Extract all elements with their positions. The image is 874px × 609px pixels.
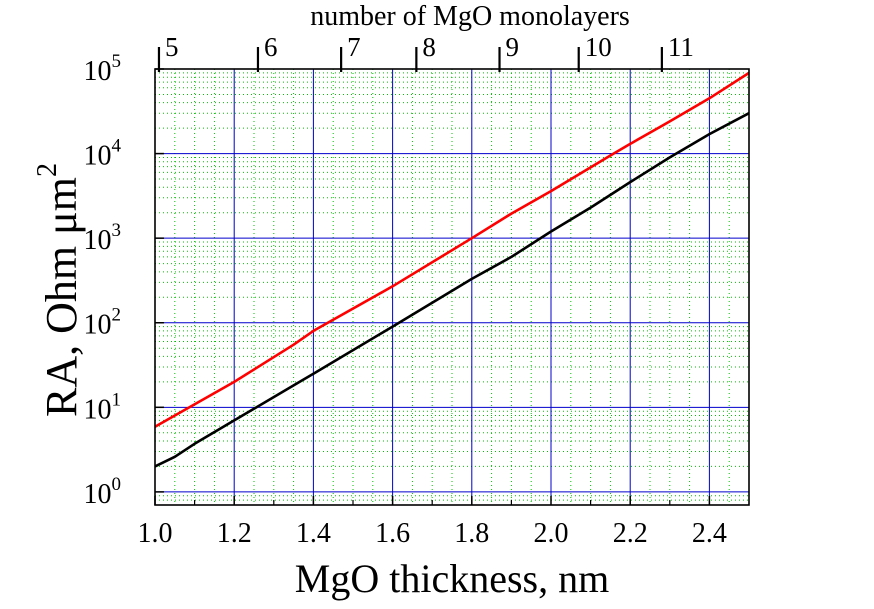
major-grid	[155, 68, 749, 505]
x-tick-label: 1.4	[296, 518, 331, 549]
top-tick-label: 10	[585, 32, 612, 62]
x-tick-label: 1.2	[217, 518, 252, 549]
y-tick-label: 100	[84, 474, 122, 510]
y-axis-title: RA, Ohm μm2	[32, 163, 86, 417]
y-tick-label: 104	[84, 136, 122, 172]
series-line-1	[154, 71, 750, 428]
series-line-2	[154, 112, 750, 468]
top-tick-label: 6	[264, 32, 278, 62]
x-tick-label: 2.2	[613, 518, 648, 549]
axis-ticks	[154, 47, 711, 505]
x-tick-label: 2.4	[692, 518, 727, 549]
y-axis-title-superscript: 2	[32, 163, 63, 177]
minor-grid	[155, 69, 749, 506]
top-tick-label: 5	[165, 32, 179, 62]
tick-labels: 1.0 1.2 1.4 1.6 1.8 2.0 2.2 2.4 100 101 102 103 104 1…	[84, 32, 727, 549]
top-tick-label: 9	[506, 32, 520, 62]
plot-frame	[154, 68, 750, 506]
y-tick-label: 101	[84, 389, 122, 425]
top-tick-label: 8	[422, 32, 436, 62]
x-tick-label: 1.0	[138, 518, 173, 549]
data-series	[154, 71, 750, 468]
y-tick-label: 102	[84, 305, 122, 341]
y-tick-label: 105	[84, 51, 122, 87]
top-tick-label: 7	[347, 32, 361, 62]
x-axis-title: MgO thickness, nm	[295, 556, 609, 601]
y-tick-label: 103	[84, 220, 122, 256]
y-axis-title-main: RA, Ohm μm	[37, 177, 86, 417]
x-tick-label: 1.8	[454, 518, 489, 549]
x-tick-label: 1.6	[375, 518, 410, 549]
top-axis-title: number of MgO monolayers	[310, 1, 630, 32]
x-tick-label: 2.0	[534, 518, 569, 549]
top-tick-label: 11	[668, 32, 694, 62]
